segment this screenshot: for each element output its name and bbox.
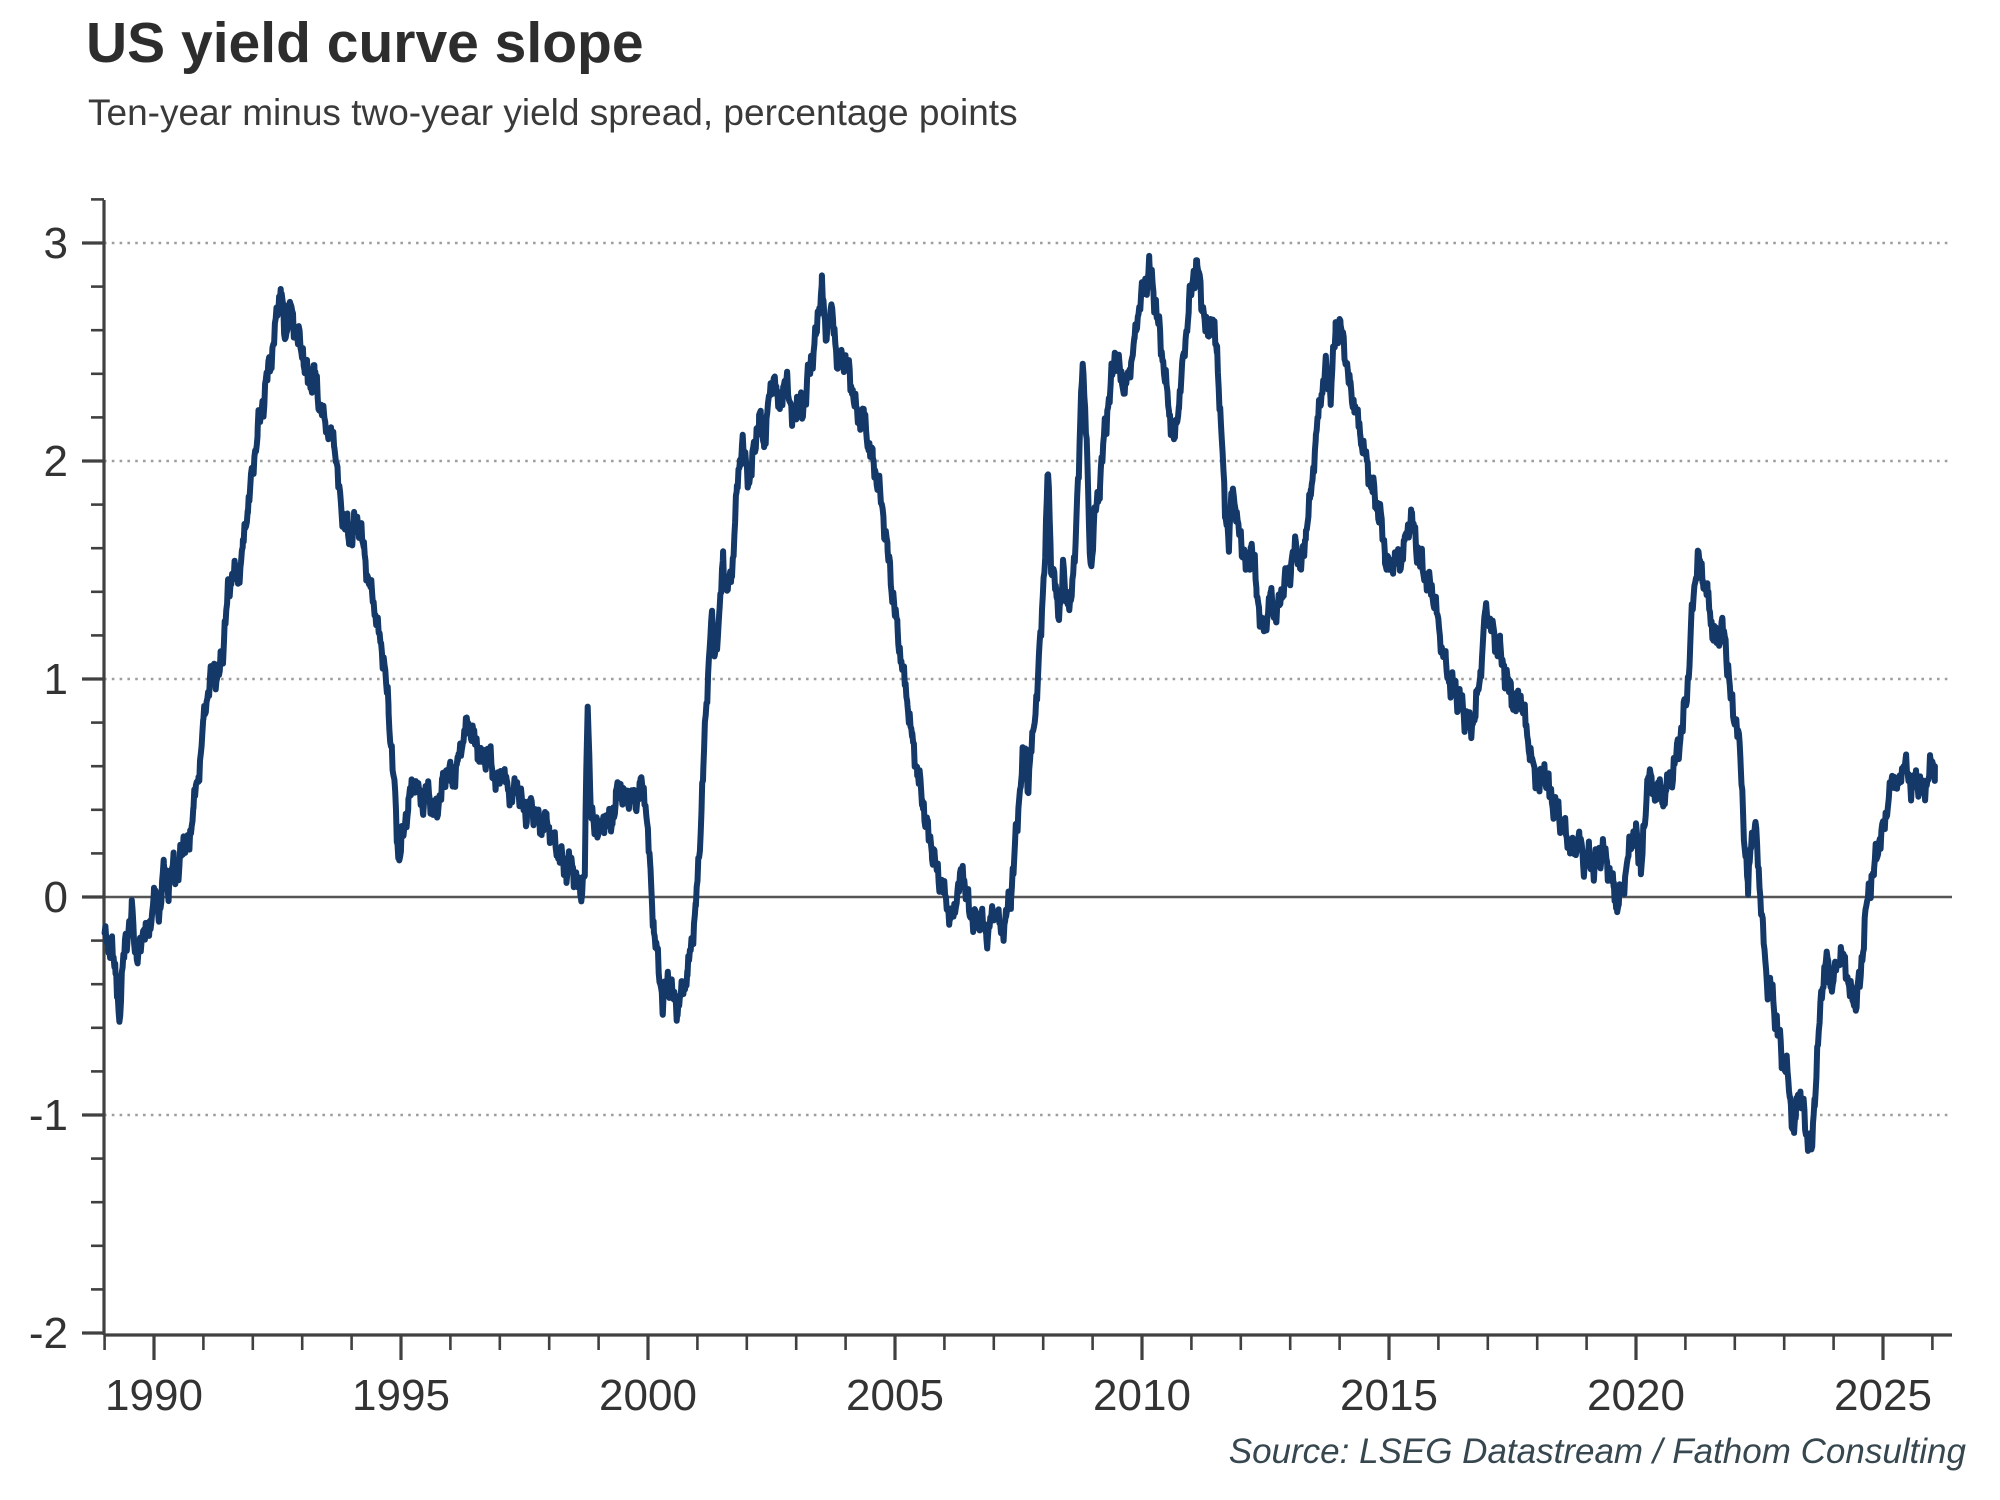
spread-line bbox=[101, 252, 1938, 1154]
gridlines bbox=[104, 241, 1952, 1117]
tick-labels: 3 2 1 0 -1 -2 1990 1995 2000 2005 2010 2015 2020 2025 bbox=[29, 219, 1932, 1420]
chart-title: US yield curve slope bbox=[86, 11, 644, 75]
x-tick-label: 2005 bbox=[846, 1371, 944, 1420]
x-tick-label: 1990 bbox=[105, 1371, 203, 1420]
x-tick-label: 2000 bbox=[599, 1371, 697, 1420]
x-tick-label: 2025 bbox=[1834, 1371, 1932, 1420]
x-tick-label: 2010 bbox=[1093, 1371, 1191, 1420]
tick-marks bbox=[82, 198, 1934, 1360]
x-tick-label: 2015 bbox=[1340, 1371, 1438, 1420]
y-tick-label: 1 bbox=[44, 655, 68, 704]
y-tick-label: 3 bbox=[44, 219, 68, 268]
series-lines bbox=[101, 252, 1938, 1154]
y-tick-label: -1 bbox=[29, 1091, 68, 1140]
x-tick-label: 1995 bbox=[352, 1371, 450, 1420]
source-caption: Source: LSEG Datastream / Fathom Consult… bbox=[1228, 1432, 1966, 1471]
y-tick-label: -2 bbox=[29, 1309, 68, 1358]
x-tick-label: 2020 bbox=[1587, 1371, 1685, 1420]
y-tick-label: 0 bbox=[44, 873, 68, 922]
chart-subtitle: Ten-year minus two-year yield spread, pe… bbox=[88, 92, 1018, 133]
y-tick-label: 2 bbox=[44, 437, 68, 486]
